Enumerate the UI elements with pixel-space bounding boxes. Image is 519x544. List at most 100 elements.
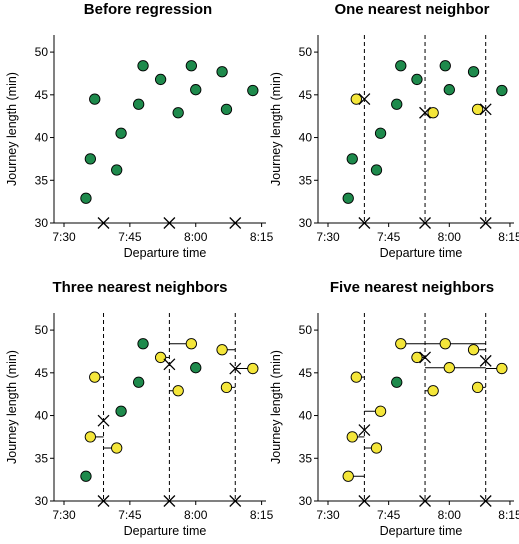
prediction-x-marker (163, 358, 176, 371)
y-tick-label: 35 (299, 173, 313, 187)
data-point (391, 98, 403, 110)
y-axis-label: Journey length (min) (5, 72, 19, 186)
panel-1: Before regression 30 35 40 45 50 7:30 7:45 8:00 8… (5, 1, 274, 260)
neighbor-point (185, 338, 197, 350)
data-point (111, 164, 123, 176)
x-tick-label: 8:00 (184, 508, 208, 522)
x-tick-label: 7:30 (316, 508, 340, 522)
query-x-marker (229, 217, 242, 229)
y-tick-label: 45 (35, 88, 49, 102)
x-tick-label: 8:15 (250, 508, 274, 522)
neighbor-point (427, 385, 439, 397)
data-point (443, 84, 455, 96)
prediction-x-marker (479, 103, 492, 116)
neighbor-point (216, 344, 228, 356)
data-point (84, 153, 96, 165)
data-point (154, 73, 167, 86)
query-x-marker (163, 495, 176, 507)
panel-2: One nearest neighbor 30 35 40 45 50 7:30 7:45 8:… (269, 1, 519, 260)
data-point (190, 84, 202, 96)
x-tick-label: 8:15 (498, 508, 519, 522)
panel-4: Five nearest neighbors 30 35 40 45 50 7:30 7:45… (269, 279, 519, 538)
y-tick-label: 50 (35, 45, 49, 59)
neighbor-point (111, 442, 123, 454)
x-tick-label: 8:00 (438, 508, 462, 522)
panel-title: One nearest neighbor (334, 1, 489, 18)
y-tick-label: 30 (35, 216, 49, 230)
x-axis-label: Departure time (380, 524, 463, 538)
neighbor-point (154, 351, 167, 364)
x-tick-label: 8:00 (438, 230, 462, 244)
x-tick-label: 7:30 (316, 230, 340, 244)
x-tick-label: 7:45 (118, 230, 142, 244)
data-point (439, 60, 451, 72)
panel-3: Three nearest neighbors 30 35 40 45 50 7:30 7:4… (5, 279, 274, 538)
query-x-marker (229, 495, 242, 507)
x-axis-label: Departure time (124, 524, 207, 538)
neighbor-point (471, 381, 484, 393)
data-point (115, 405, 127, 417)
neighbor-point (496, 362, 508, 375)
x-tick-label: 7:45 (377, 508, 401, 522)
prediction-x-marker (358, 424, 371, 437)
neighbor-point (346, 431, 358, 443)
panel-title: Five nearest neighbors (330, 279, 494, 296)
panel-title: Before regression (84, 1, 212, 18)
y-axis-label: Journey length (min) (5, 350, 19, 464)
neighbor-point (374, 405, 387, 417)
data-point (89, 93, 101, 105)
data-point (342, 192, 354, 204)
query-x-marker (419, 495, 432, 507)
neighbor-point (247, 362, 259, 375)
data-point (496, 84, 508, 97)
data-point (80, 470, 92, 482)
neighbor-point (84, 431, 96, 443)
neighbor-point (370, 442, 383, 454)
y-tick-label: 30 (35, 494, 49, 508)
neighbor-point (439, 338, 451, 350)
query-x-marker (358, 217, 371, 229)
y-tick-label: 30 (299, 494, 313, 508)
panel-title: Three nearest neighbors (52, 279, 227, 296)
y-tick-label: 30 (299, 216, 313, 230)
neighbor-point (471, 103, 484, 115)
query-x-marker (163, 217, 176, 229)
prediction-x-marker (419, 351, 432, 364)
x-tick-label: 8:15 (498, 230, 519, 244)
prediction-x-marker (358, 93, 371, 106)
y-axis-label: Journey length (min) (269, 350, 283, 464)
y-axis-label: Journey length (min) (269, 72, 283, 186)
data-point (374, 127, 387, 139)
neighbor-point (89, 371, 101, 383)
neighbor-point (342, 470, 354, 482)
data-point (247, 84, 259, 97)
data-point (133, 376, 145, 388)
y-tick-label: 40 (299, 409, 313, 423)
prediction-x-marker (419, 106, 432, 119)
data-point (395, 60, 407, 72)
y-tick-label: 50 (299, 45, 313, 59)
neighbor-point (220, 381, 233, 393)
y-tick-label: 40 (35, 131, 49, 145)
data-point (467, 66, 480, 78)
data-point (172, 107, 184, 119)
y-tick-label: 40 (35, 409, 49, 423)
data-point (216, 66, 228, 78)
y-tick-label: 35 (299, 451, 313, 465)
y-tick-label: 35 (35, 451, 49, 465)
y-tick-label: 45 (299, 366, 313, 380)
data-point (137, 60, 149, 72)
y-tick-label: 50 (35, 323, 49, 337)
x-tick-label: 8:15 (250, 230, 274, 244)
neighbor-point (172, 385, 184, 397)
data-point (80, 192, 92, 204)
query-x-marker (97, 217, 110, 229)
y-tick-label: 35 (35, 173, 49, 187)
x-tick-label: 7:30 (52, 508, 76, 522)
x-axis-label: Departure time (380, 246, 463, 260)
data-point (391, 376, 403, 388)
query-x-marker (358, 495, 371, 507)
y-tick-label: 45 (35, 366, 49, 380)
x-tick-label: 8:00 (184, 230, 208, 244)
